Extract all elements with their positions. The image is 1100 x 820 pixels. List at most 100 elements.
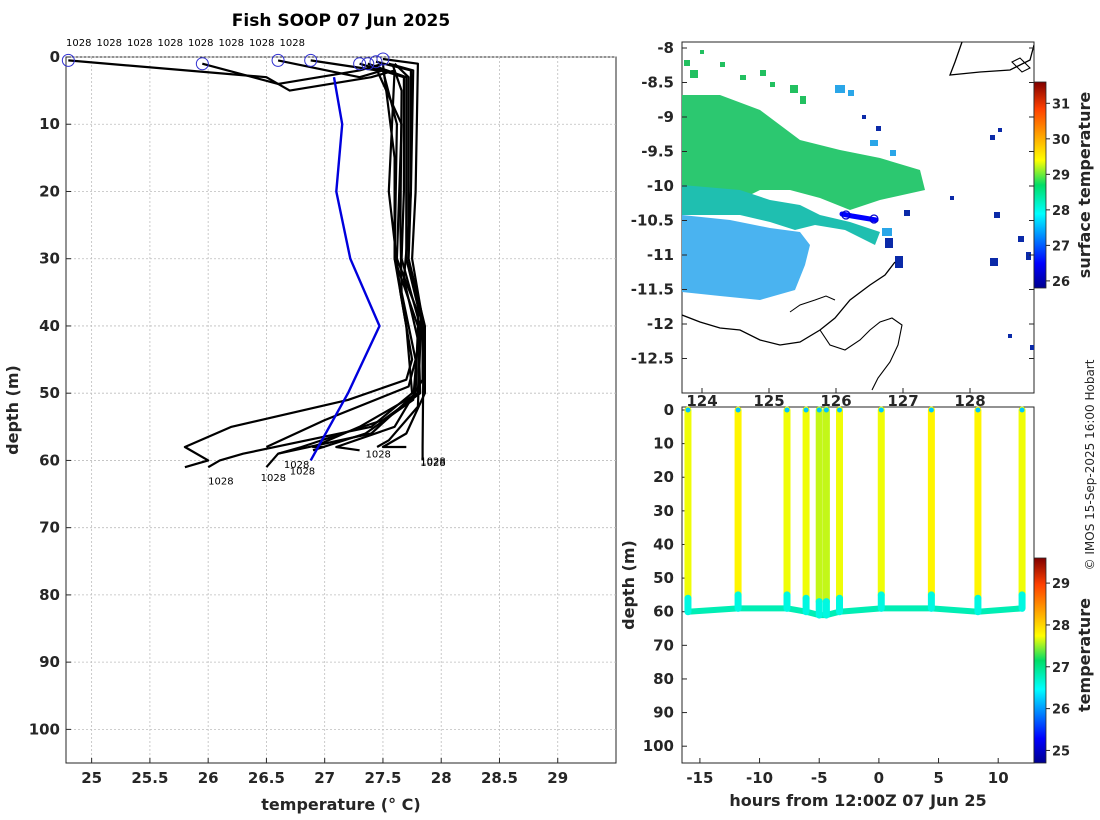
sst-map-y-tick-label: -11 — [647, 246, 674, 264]
section-y-tick-label: 20 — [653, 468, 674, 486]
profile-axis-ticks: 25 25.5 26 26.5 27 27.5 28 28.5 29 0 10 20 30 40 50 60 7… — [29, 48, 568, 787]
profile-y-tick-label: 0 — [50, 48, 60, 66]
profile-start-marker — [61, 53, 75, 67]
profile-x-tick-label: 29 — [547, 769, 568, 787]
profile-y-tick-label: 10 — [39, 115, 60, 133]
sst-map-y-tick-label: -9.5 — [641, 143, 674, 161]
profile-x-tick-label: 25.5 — [131, 769, 168, 787]
sst-map-x-tick-label: 124 — [686, 392, 717, 410]
sst-map-x-tick-label: 125 — [753, 392, 784, 410]
profile-start-marker — [195, 57, 209, 71]
profile-start-markers — [61, 52, 390, 71]
sst-map-x-tick-label: 127 — [887, 392, 918, 410]
profile-x-tick-label: 27.5 — [364, 769, 401, 787]
section-y-tick-label: 0 — [664, 401, 674, 419]
section-y-tick-label: 40 — [653, 535, 674, 553]
profile-bottom-label: 1028 — [420, 458, 445, 469]
section-cast-surface-point — [784, 407, 790, 413]
sst-map-y-tick-label: -8.5 — [641, 74, 674, 92]
profile-start-marker — [353, 57, 367, 71]
section-colorbar-tick-label: 27 — [1052, 661, 1070, 676]
section-cast-surface-point — [803, 407, 809, 413]
section-x-tick-label: 0 — [874, 769, 884, 787]
section-bottom-trace — [836, 605, 885, 615]
section-x-tick-label: -5 — [811, 769, 828, 787]
section-y-label: depth (m) — [619, 540, 638, 630]
section-x-tick-label: 5 — [933, 769, 943, 787]
section-y-tick-label: 50 — [653, 569, 674, 587]
profile-line-profile-4 — [277, 59, 422, 455]
profile-top-label: 1028 — [97, 38, 122, 49]
section-colorbar-tick-label: 26 — [1052, 703, 1070, 718]
section-y-tick-label: 30 — [653, 502, 674, 520]
credit-text: © IMOS 15-Sep-2025 16:00 Hobart — [1083, 359, 1097, 570]
section-colorbar-label: temperature — [1075, 598, 1094, 712]
sst-map-content — [682, 42, 1034, 391]
sst-map-y-tick-label: -9 — [657, 108, 674, 126]
profile-start-marker — [361, 57, 375, 71]
section-cast-surface-point — [878, 407, 884, 413]
section-bottom-trace — [974, 605, 1026, 615]
profile-line-profile-7 — [375, 60, 426, 449]
section-cast-surface-point — [823, 407, 829, 413]
sst-map-y-tick-label: -12 — [647, 315, 674, 333]
profile-x-tick-label: 26.5 — [248, 769, 285, 787]
coastline-south — [682, 261, 896, 346]
sst-scatter-darkblue — [862, 115, 1034, 350]
coastline-north-islet — [1011, 57, 1031, 73]
section-y-tick-label: 60 — [653, 603, 674, 621]
sst-map-y-tick-label: -11.5 — [631, 281, 674, 299]
coastline-islands — [789, 295, 836, 313]
section-casts — [684, 406, 1026, 619]
profile-line-profile-8 — [382, 57, 425, 461]
sst-patch-blue — [682, 215, 810, 300]
sst-patch-teal — [682, 185, 880, 245]
sst-colorbar-tick-label: 28 — [1052, 204, 1070, 219]
profile-x-tick-label: 26 — [198, 769, 219, 787]
section-cast-surface-point — [975, 407, 981, 413]
section-x-label: hours from 12:00Z 07 Jun 25 — [729, 791, 986, 810]
profile-y-tick-label: 100 — [29, 720, 60, 738]
profile-lines — [68, 57, 426, 469]
profile-top-label: 1028 — [127, 38, 152, 49]
section-cast-surface-point — [1019, 407, 1025, 413]
profile-top-label: 1028 — [219, 38, 244, 49]
profile-line-profile-11 — [265, 63, 417, 448]
section-x-tick-label: -15 — [686, 769, 713, 787]
section-cast-surface-point — [837, 407, 843, 413]
sst-colorbar-tick-label: 29 — [1052, 168, 1070, 183]
profile-line-profile-9 — [376, 62, 423, 448]
chart-title: Fish SOOP 07 Jun 2025 — [232, 11, 450, 31]
sst-colorbar — [1033, 81, 1047, 289]
section-cast-surface-point — [735, 407, 741, 413]
profile-y-tick-label: 50 — [39, 384, 60, 402]
profile-bottom-label: 1028 — [290, 467, 315, 478]
profile-bottom-label: 1028 — [284, 460, 309, 471]
section-colorbar-tick-label: 25 — [1052, 744, 1070, 759]
coastline-north — [949, 42, 1034, 76]
profile-y-tick-label: 20 — [39, 182, 60, 200]
section-y-tick-label: 80 — [653, 670, 674, 688]
sst-colorbar-tick-label: 31 — [1052, 97, 1070, 112]
profile-start-marker — [304, 53, 318, 67]
profile-bottom-label: 1028 — [208, 477, 233, 488]
profile-y-tick-label: 70 — [39, 519, 60, 537]
section-colorbar — [1033, 557, 1047, 764]
profile-x-tick-label: 28 — [431, 769, 452, 787]
profile-y-tick-label: 30 — [39, 250, 60, 268]
profile-top-label: 1028 — [280, 38, 305, 49]
coastline-southeast — [819, 317, 903, 391]
sst-map-ticks: -8 -8.5 -9 -9.5 -10 -10.5 -11 -11.5 -12 -12.5 124 1… — [631, 39, 1034, 410]
section-y-tick-label: 10 — [653, 435, 674, 453]
sst-map-x-tick-label: 128 — [954, 392, 985, 410]
sst-colorbar-ticks: 26 27 28 29 30 31 — [1046, 97, 1070, 290]
profile-top-label: 1028 — [249, 38, 274, 49]
profile-top-labels: 1028 1028 1028 1028 1028 1028 1028 1028 — [66, 38, 305, 49]
section-cast-surface-point — [685, 407, 691, 413]
section-x-tick-label: -10 — [746, 769, 773, 787]
section-colorbar-ticks: 25 26 27 28 29 — [1046, 577, 1070, 759]
section-bottom-trace — [684, 605, 742, 615]
